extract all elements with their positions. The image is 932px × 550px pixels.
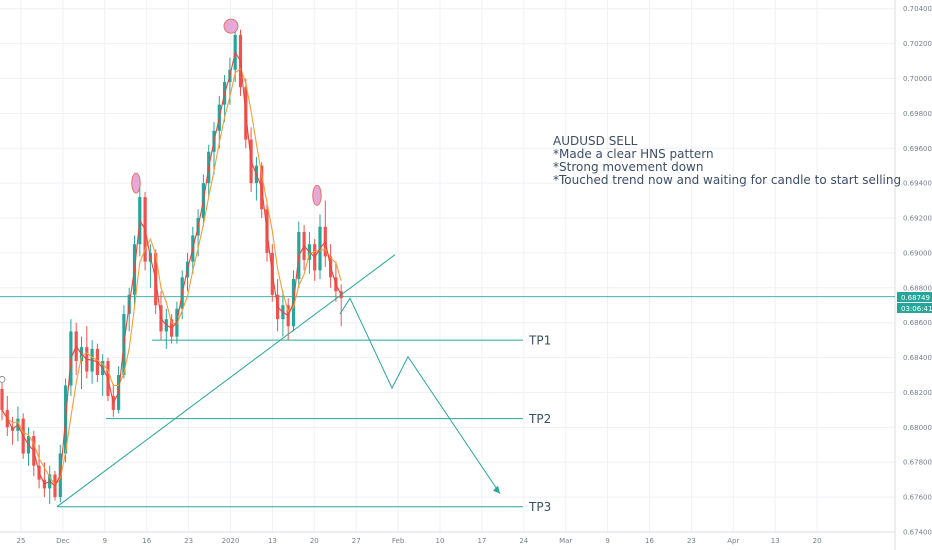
- price-tick-label: 0.67600: [903, 494, 932, 502]
- price-tick-label: 0.68800: [903, 284, 932, 292]
- target-label-tp2: TP2: [528, 412, 551, 426]
- price-tick-label: 0.69200: [903, 215, 932, 223]
- price-tick-label: 0.69800: [903, 110, 932, 118]
- annotation-line-movement: *Strong movement down: [553, 160, 703, 174]
- price-tick-label: 0.68200: [903, 389, 932, 397]
- grid-lines: [0, 0, 895, 533]
- drawings-layer[interactable]: TP1 TP2 TP3: [0, 18, 551, 514]
- time-tick-label: 23: [184, 537, 193, 545]
- target-label-tp3: TP3: [528, 500, 551, 514]
- price-tick-label: 0.68600: [903, 319, 932, 327]
- time-tick-label: 24: [519, 537, 528, 545]
- target-label-tp1: TP1: [528, 334, 551, 348]
- time-tick-label: Mar: [559, 537, 572, 545]
- time-tick-label: 20: [813, 537, 822, 545]
- price-tick-label: 0.69400: [903, 180, 932, 188]
- annotation-line-title: AUDUSD SELL: [553, 134, 638, 148]
- scroll-edge-icon: [0, 375, 6, 383]
- price-tick-label: 0.69000: [903, 249, 932, 257]
- time-tick-label: 9: [103, 537, 107, 545]
- price-axis[interactable]: 0.67400 0.67600 0.67800 0.68000 0.68200 0.684…: [903, 5, 932, 536]
- price-tick-label: 0.70200: [903, 40, 932, 48]
- price-tick-label: 0.70000: [903, 75, 932, 83]
- trade-annotation[interactable]: AUDUSD SELL *Made a clear HNS pattern *S…: [553, 134, 901, 187]
- price-badges: 0.68749 03:06:41: [897, 292, 932, 313]
- current-price-badge: [897, 292, 932, 302]
- countdown-value: 03:06:41: [901, 305, 932, 313]
- time-tick-label: 27: [352, 537, 361, 545]
- moving-averages: [1, 50, 342, 487]
- time-tick-label: Dec: [56, 537, 70, 545]
- annotation-line-trend: *Touched trend now and waiting for candl…: [553, 173, 901, 187]
- countdown-badge: [897, 303, 932, 313]
- time-tick-label: 23: [687, 537, 696, 545]
- time-tick-label: 17: [477, 537, 486, 545]
- price-tick-label: 0.68000: [903, 424, 932, 432]
- moving-average-fast: [1, 50, 342, 487]
- time-tick-label: 25: [17, 537, 26, 545]
- time-tick-label: 16: [142, 537, 151, 545]
- price-tick-label: 0.70400: [903, 5, 932, 13]
- time-tick-label: Apr: [727, 537, 739, 545]
- trendline-support: [56, 254, 396, 508]
- price-tick-label: 0.69600: [903, 145, 932, 153]
- time-tick-label: Feb: [392, 537, 405, 545]
- annotation-line-pattern: *Made a clear HNS pattern: [553, 147, 714, 161]
- time-tick-label: 13: [268, 537, 277, 545]
- hns-marker-right-shoulder: [312, 184, 322, 206]
- price-tick-label: 0.67800: [903, 459, 932, 467]
- time-tick-label: 10: [436, 537, 445, 545]
- projected-price-path: [339, 297, 501, 494]
- projection-arrowhead: [493, 485, 500, 494]
- moving-average-slow: [1, 67, 342, 486]
- hns-marker-left-shoulder: [131, 172, 141, 194]
- time-tick-label: 9: [605, 537, 609, 545]
- time-tick-label: 16: [645, 537, 654, 545]
- time-axis[interactable]: 25 Dec 9 16 23 2020 13 20 27 Feb 10 17 24 Mar 9 16 23 Apr…: [17, 537, 822, 545]
- time-tick-label: 13: [771, 537, 780, 545]
- price-tick-label: 0.67400: [903, 529, 932, 537]
- current-price-value: 0.68749: [901, 294, 930, 302]
- hns-marker-head: [223, 18, 239, 34]
- time-tick-label: 2020: [222, 537, 240, 545]
- time-tick-label: 20: [310, 537, 319, 545]
- candle-body: [0, 388, 4, 410]
- price-tick-label: 0.68400: [903, 354, 932, 362]
